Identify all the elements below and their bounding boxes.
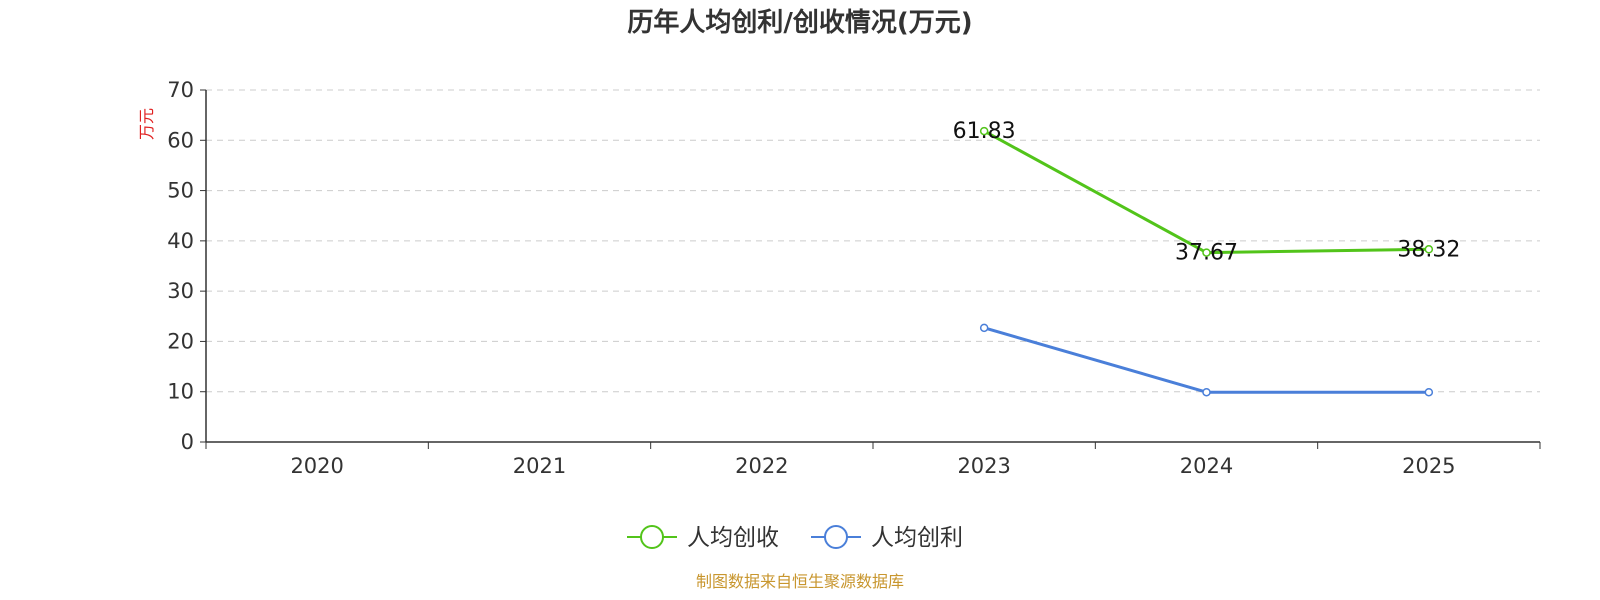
y-axis-label: 万元	[137, 108, 156, 140]
y-tick-label: 60	[167, 128, 194, 152]
y-tick-label: 0	[181, 430, 194, 454]
legend-marker-1	[824, 525, 848, 549]
y-tick-label: 30	[167, 279, 194, 303]
data-point	[1424, 245, 1434, 254]
x-tick-label: 2025	[1402, 454, 1455, 478]
legend-label-0: 人均创收	[687, 525, 779, 551]
data-label: 37.67	[1175, 241, 1238, 266]
data-point	[979, 323, 989, 333]
series-line-0	[983, 129, 1429, 255]
x-tick-label: 2023	[957, 454, 1010, 478]
data-point	[1424, 387, 1434, 397]
x-tick-label: 2022	[735, 454, 788, 478]
y-tick-label: 10	[167, 380, 194, 404]
data-label: 61.83	[953, 119, 1016, 144]
legend-label-1: 人均创利	[871, 525, 963, 551]
x-tick-label: 2021	[513, 454, 566, 478]
data-source-note: 制图数据来自恒生聚源数据库	[695, 572, 904, 591]
data-label: 38.32	[1397, 237, 1460, 262]
series-line-1	[983, 326, 1429, 394]
x-tick-label: 2020	[290, 454, 343, 478]
data-point	[1202, 248, 1211, 257]
data-point	[1202, 387, 1211, 397]
chart-title: 历年人均创利/创收情况(万元)	[627, 8, 973, 38]
legend-marker-0	[640, 525, 664, 549]
y-tick-label: 40	[167, 229, 194, 253]
data-point	[979, 126, 989, 136]
x-tick-label: 2024	[1180, 454, 1233, 478]
y-tick-label: 50	[167, 179, 194, 203]
y-tick-label: 70	[167, 78, 194, 102]
y-tick-label: 20	[167, 329, 194, 353]
